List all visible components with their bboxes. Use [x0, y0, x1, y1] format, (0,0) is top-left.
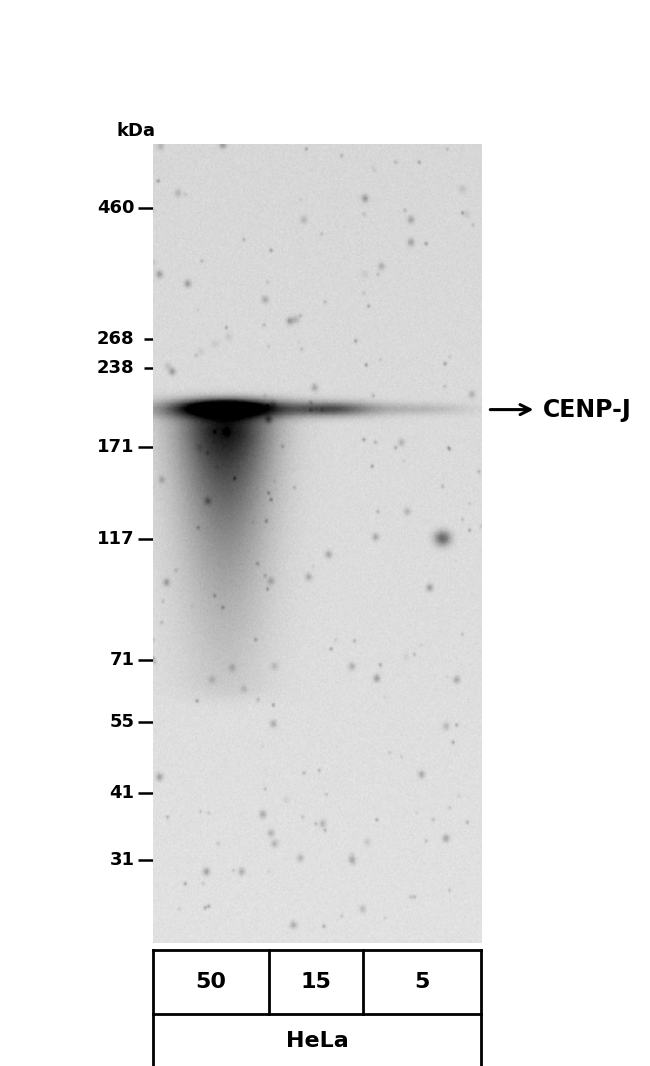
- Text: 55: 55: [110, 713, 135, 731]
- Text: CENP-J: CENP-J: [543, 398, 632, 421]
- Text: kDa: kDa: [117, 123, 156, 140]
- Text: 41: 41: [110, 784, 135, 802]
- Text: 268: 268: [97, 329, 135, 348]
- Text: 15: 15: [300, 972, 332, 991]
- Text: 238: 238: [97, 358, 135, 376]
- Text: 460: 460: [97, 199, 135, 217]
- Text: 31: 31: [110, 852, 135, 870]
- Text: 5: 5: [414, 972, 430, 991]
- Text: 50: 50: [196, 972, 226, 991]
- Text: 117: 117: [97, 530, 135, 548]
- Text: HeLa: HeLa: [285, 1032, 348, 1051]
- Text: 171: 171: [97, 438, 135, 456]
- Text: 71: 71: [110, 651, 135, 669]
